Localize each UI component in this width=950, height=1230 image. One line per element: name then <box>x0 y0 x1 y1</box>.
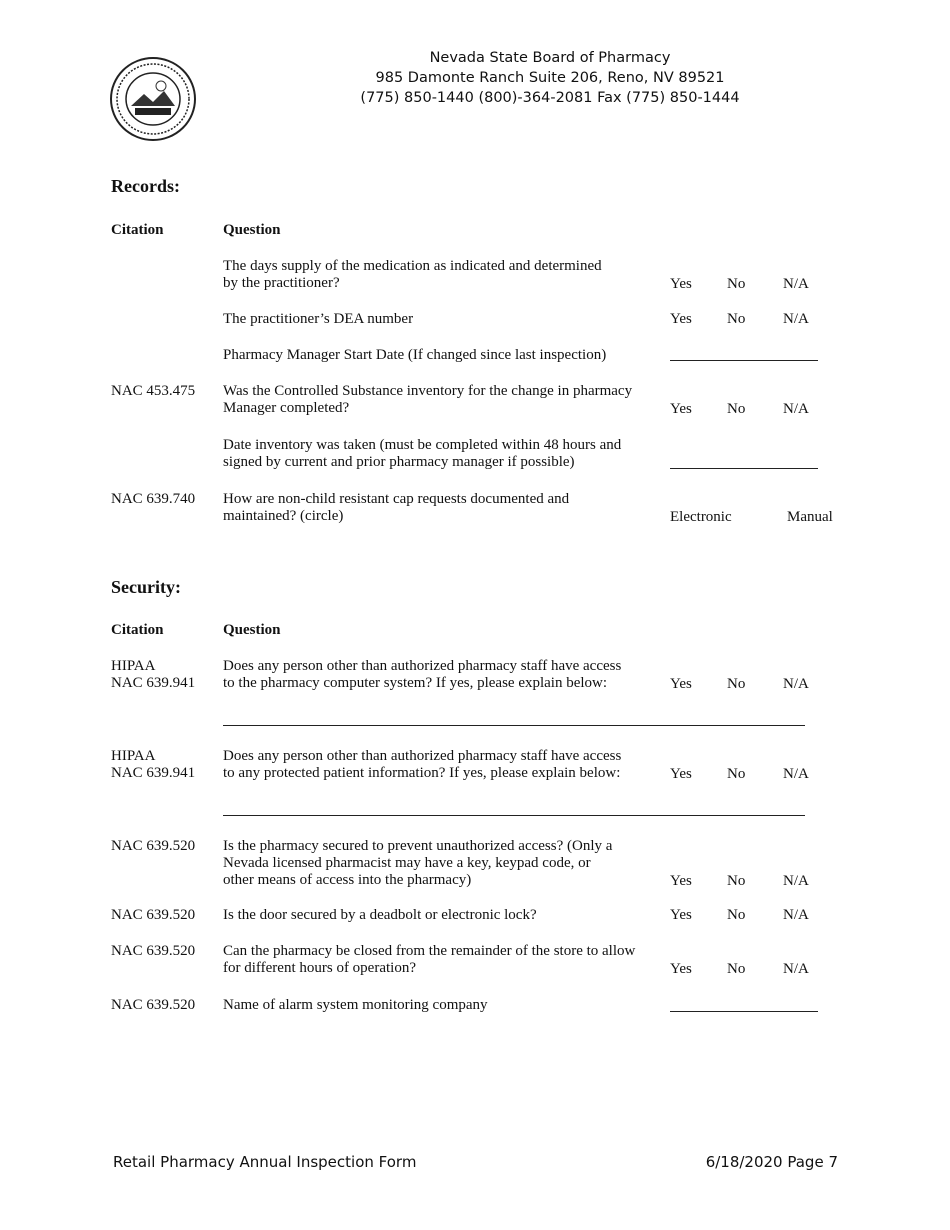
answer-na[interactable]: N/A <box>783 766 809 782</box>
citation-column-header: Citation <box>111 622 164 638</box>
answer-no[interactable]: No <box>727 907 746 923</box>
org-phones: (775) 850-1440 (800)-364-2081 Fax (775) … <box>360 90 740 106</box>
question-text: by the practitioner? <box>223 275 340 291</box>
answer-yes[interactable]: Yes <box>670 907 692 923</box>
answer-no[interactable]: No <box>727 676 746 692</box>
question-text: How are non-child resistant cap requests… <box>223 491 570 507</box>
question-text: Name of alarm system monitoring company <box>223 997 488 1013</box>
question-text: Manager completed? <box>223 400 350 416</box>
letterhead: Nevada State Board of Pharmacy 985 Damon… <box>250 48 850 108</box>
answer-manual[interactable]: Manual <box>787 509 833 525</box>
answer-no[interactable]: No <box>727 766 746 782</box>
explanation-line[interactable] <box>223 815 805 816</box>
citation-text: NAC 639.941 <box>111 675 196 691</box>
citation-text: NAC 639.520 <box>111 997 196 1013</box>
question-text: for different hours of operation? <box>223 960 416 976</box>
answer-no[interactable]: No <box>727 961 746 977</box>
answer-na[interactable]: N/A <box>783 401 809 417</box>
answer-na[interactable]: N/A <box>783 676 809 692</box>
question-text: Does any person other than authorized ph… <box>223 748 622 764</box>
answer-no[interactable]: No <box>727 276 746 292</box>
answer-yes[interactable]: Yes <box>670 676 692 692</box>
footer-form-title: Retail Pharmacy Annual Inspection Form <box>113 1153 417 1171</box>
citation-text: NAC 453.475 <box>111 383 196 399</box>
org-name: Nevada State Board of Pharmacy <box>429 50 671 66</box>
question-text: to the pharmacy computer system? If yes,… <box>223 675 608 691</box>
answer-na[interactable]: N/A <box>783 276 809 292</box>
explanation-line[interactable] <box>223 725 805 726</box>
answer-yes[interactable]: Yes <box>670 401 692 417</box>
answer-no[interactable]: No <box>727 401 746 417</box>
question-text: to any protected patient information? If… <box>223 765 621 781</box>
citation-text: NAC 639.520 <box>111 943 196 959</box>
question-text: other means of access into the pharmacy) <box>223 872 472 888</box>
answer-na[interactable]: N/A <box>783 907 809 923</box>
question-text: The days supply of the medication as ind… <box>223 258 602 274</box>
security-heading: Security: <box>111 577 181 597</box>
nevada-state-seal-logo <box>110 57 196 141</box>
answer-yes[interactable]: Yes <box>670 873 692 889</box>
answer-yes[interactable]: Yes <box>670 961 692 977</box>
answer-no[interactable]: No <box>727 873 746 889</box>
question-text: Was the Controlled Substance inventory f… <box>223 383 633 399</box>
answer-na[interactable]: N/A <box>783 873 809 889</box>
question-column-header: Question <box>223 622 281 638</box>
question-text: Can the pharmacy be closed from the rema… <box>223 943 636 959</box>
citation-text: NAC 639.740 <box>111 491 196 507</box>
answer-blank-line[interactable] <box>670 1011 818 1012</box>
citation-text: HIPAA <box>111 658 156 674</box>
answer-yes[interactable]: Yes <box>670 311 692 327</box>
question-text: The practitioner’s DEA number <box>223 311 414 327</box>
answer-electronic[interactable]: Electronic <box>670 509 732 525</box>
citation-text: NAC 639.520 <box>111 907 196 923</box>
records-heading: Records: <box>111 176 180 196</box>
answer-na[interactable]: N/A <box>783 961 809 977</box>
citation-text: NAC 639.941 <box>111 765 196 781</box>
question-text: Pharmacy Manager Start Date (If changed … <box>223 347 607 363</box>
citation-column-header: Citation <box>111 222 164 238</box>
question-text: Date inventory was taken (must be comple… <box>223 437 622 453</box>
footer-date-page: 6/18/2020 Page 7 <box>705 1153 838 1171</box>
citation-text: HIPAA <box>111 748 156 764</box>
question-text: maintained? (circle) <box>223 508 344 524</box>
answer-blank-line[interactable] <box>670 360 818 361</box>
answer-yes[interactable]: Yes <box>670 766 692 782</box>
answer-no[interactable]: No <box>727 311 746 327</box>
citation-text: NAC 639.520 <box>111 838 196 854</box>
question-text: signed by current and prior pharmacy man… <box>223 454 575 470</box>
answer-yes[interactable]: Yes <box>670 276 692 292</box>
org-address: 985 Damonte Ranch Suite 206, Reno, NV 89… <box>375 70 725 86</box>
question-text: Does any person other than authorized ph… <box>223 658 622 674</box>
question-column-header: Question <box>223 222 281 238</box>
question-text: Is the pharmacy secured to prevent unaut… <box>223 838 613 854</box>
question-text: Nevada licensed pharmacist may have a ke… <box>223 855 591 871</box>
answer-blank-line[interactable] <box>670 468 818 469</box>
question-text: Is the door secured by a deadbolt or ele… <box>223 907 537 923</box>
answer-na[interactable]: N/A <box>783 311 809 327</box>
